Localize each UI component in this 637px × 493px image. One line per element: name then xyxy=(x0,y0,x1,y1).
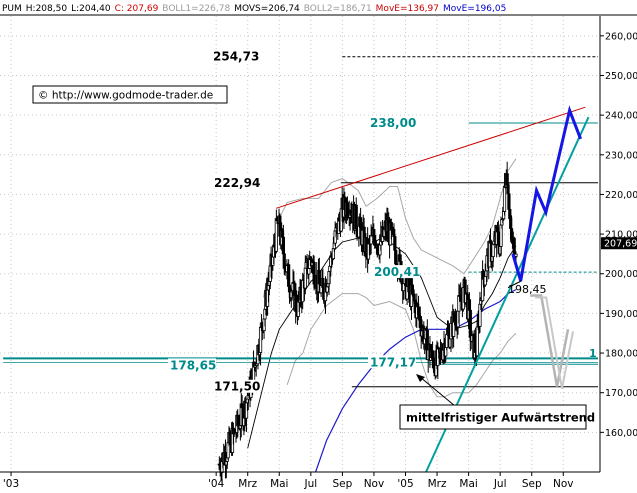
y-tick-label: 170,00 xyxy=(605,388,637,399)
x-tick-label: Nov xyxy=(553,478,574,490)
header-item: L:204,40 xyxy=(71,4,111,14)
y-tick-label: 230,00 xyxy=(605,150,637,161)
x-tick-label: Mai xyxy=(459,478,477,490)
y-tick-label: 240,00 xyxy=(605,111,637,122)
x-tick-label: Mrz xyxy=(238,478,257,490)
bollinger-bands xyxy=(263,158,517,398)
x-tick-label: Jul xyxy=(303,478,317,490)
projections xyxy=(511,105,582,389)
low-198-45-label: 198,45 xyxy=(508,283,547,296)
trend-arrow-line xyxy=(419,376,456,407)
edge-label: 1 xyxy=(589,347,597,360)
level-label: 222,94 xyxy=(214,176,260,190)
level-label-bg xyxy=(368,355,416,369)
header-item: H:208,50 xyxy=(26,4,68,14)
header-item: MOVS=206,74 xyxy=(234,4,300,14)
y-tick-label: 180,00 xyxy=(605,349,637,360)
x-tick-label: Sep xyxy=(332,478,352,490)
copyright-text: © http://www.godmode-trader.de xyxy=(38,90,213,102)
level-label: 200,41 xyxy=(374,265,420,279)
level-label: 254,73 xyxy=(213,50,259,64)
header-item: BOLL2=186,71 xyxy=(304,4,372,14)
trend-label-text: mittelfristiger Aufwärtstrend xyxy=(406,411,595,425)
y-tick-label: 210,00 xyxy=(605,230,637,241)
gray-projection-path-shadow xyxy=(535,296,574,389)
axes: 160,00 170,00 180,00 190,00 200,00 210,00 220,… xyxy=(0,16,637,490)
x-tick-label: '03 xyxy=(3,478,19,490)
chart-labels: PUM H:208,50 L:204,40 C: 207,69 BOLL1=226,78… xyxy=(0,4,637,430)
chart-header: PUM H:208,50 L:204,40 C: 207,69 BOLL1=226,78… xyxy=(2,4,506,14)
y-tick-label: 260,00 xyxy=(605,31,637,42)
bollinger-upper-band xyxy=(263,158,517,298)
trend-label-box: mittelfristiger Aufwärtstrend xyxy=(399,374,595,430)
trend-arrow-head xyxy=(416,374,425,382)
level-label: 177,17 xyxy=(370,355,416,369)
y-tick-label: 160,00 xyxy=(605,428,637,439)
y-tick-label: 190,00 xyxy=(605,309,637,320)
x-tick-label: Mrz xyxy=(428,478,447,490)
header-item: BOLL1=226,78 xyxy=(162,4,230,14)
x-tick-label: Sep xyxy=(522,478,542,490)
x-tick-label: Mai xyxy=(270,478,288,490)
y-tick-label: 200,00 xyxy=(605,269,637,280)
level-label: 238,00 xyxy=(370,116,416,130)
gray-projection-path xyxy=(530,294,570,387)
y-tick-label: 220,00 xyxy=(605,190,637,201)
header-item: PUM xyxy=(2,4,22,14)
low-198-45-pointer xyxy=(507,280,522,289)
header-item: C: 207,69 xyxy=(115,4,159,14)
last-price-box xyxy=(601,237,637,250)
resistance-trend-line xyxy=(275,106,586,209)
x-tick-label: '05 xyxy=(397,478,413,490)
x-tick-label: '04 xyxy=(208,478,225,490)
bollinger-lower-band xyxy=(286,293,517,398)
level-label-bg xyxy=(211,49,259,63)
last-price-label: 207,69 xyxy=(604,239,637,250)
level-label-bg xyxy=(212,379,260,393)
x-tick-label: Jul xyxy=(493,478,507,490)
header-item: MovE=196,05 xyxy=(443,4,506,14)
level-label-bg xyxy=(168,358,216,372)
level-label-bg xyxy=(212,175,260,189)
blue-projection-path xyxy=(511,105,582,282)
copyright-box: © http://www.godmode-trader.de xyxy=(32,85,228,104)
level-label: 171,50 xyxy=(214,380,260,394)
level-label-bg xyxy=(372,265,420,279)
x-tick-label: Nov xyxy=(364,478,385,490)
level-label-bg xyxy=(368,116,416,130)
level-label: 178,65 xyxy=(170,358,216,372)
header-item: MovE=136,97 xyxy=(376,4,439,14)
y-tick-label: 250,00 xyxy=(605,71,637,82)
